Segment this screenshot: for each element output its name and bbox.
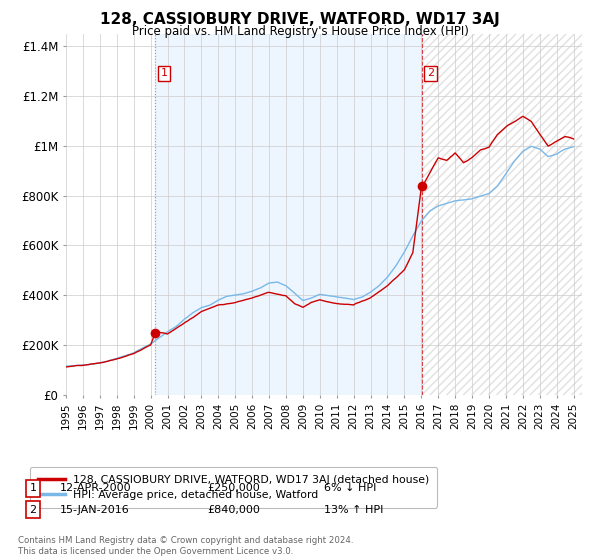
Text: £840,000: £840,000 [207,505,260,515]
Text: 12-APR-2000: 12-APR-2000 [60,483,131,493]
Bar [422,34,582,395]
Text: Contains HM Land Registry data © Crown copyright and database right 2024.
This d: Contains HM Land Registry data © Crown c… [18,536,353,556]
Bar [422,34,582,395]
Legend: 128, CASSIOBURY DRIVE, WATFORD, WD17 3AJ (detached house), HPI: Average price, d: 128, CASSIOBURY DRIVE, WATFORD, WD17 3AJ… [30,467,437,507]
Text: 15-JAN-2016: 15-JAN-2016 [60,505,130,515]
Bar [155,34,422,395]
Text: £250,000: £250,000 [207,483,260,493]
Text: 2: 2 [427,68,434,78]
Text: Price paid vs. HM Land Registry's House Price Index (HPI): Price paid vs. HM Land Registry's House … [131,25,469,38]
Text: 13% ↑ HPI: 13% ↑ HPI [324,505,383,515]
Text: 6% ↓ HPI: 6% ↓ HPI [324,483,376,493]
Text: 2: 2 [29,505,37,515]
Text: 128, CASSIOBURY DRIVE, WATFORD, WD17 3AJ: 128, CASSIOBURY DRIVE, WATFORD, WD17 3AJ [100,12,500,27]
Text: 1: 1 [29,483,37,493]
Text: 1: 1 [160,68,167,78]
